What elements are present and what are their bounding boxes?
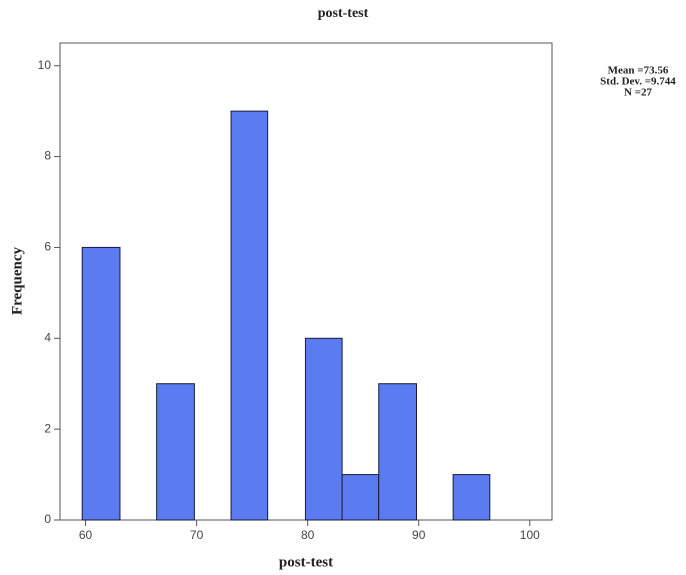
stats-label: N =27 bbox=[624, 87, 652, 99]
bar bbox=[342, 475, 379, 520]
x-tick-label: 80 bbox=[301, 528, 315, 542]
y-axis-label: Frequency bbox=[9, 246, 25, 315]
y-tick-label: 4 bbox=[44, 330, 51, 344]
x-axis-label: post-test bbox=[279, 554, 333, 570]
x-tick-label: 70 bbox=[190, 528, 204, 542]
bar bbox=[379, 384, 417, 520]
y-tick-label: 0 bbox=[44, 512, 51, 526]
x-tick-label: 100 bbox=[520, 528, 540, 542]
x-tick-label: 60 bbox=[79, 528, 93, 542]
bar bbox=[231, 111, 268, 520]
bar bbox=[305, 338, 342, 520]
y-tick-label: 8 bbox=[44, 149, 51, 163]
y-tick-label: 10 bbox=[38, 58, 52, 72]
chart: post-test post-test Frequency 0 2 4 6 8 10 60 7… bbox=[0, 0, 686, 575]
chart-title: post-test bbox=[318, 6, 369, 21]
y-tick-label: 6 bbox=[44, 240, 51, 254]
x-tick-label: 90 bbox=[412, 528, 426, 542]
y-tick-label: 2 bbox=[44, 421, 51, 435]
bar bbox=[82, 247, 120, 520]
bar bbox=[453, 475, 490, 520]
bar bbox=[157, 384, 195, 520]
